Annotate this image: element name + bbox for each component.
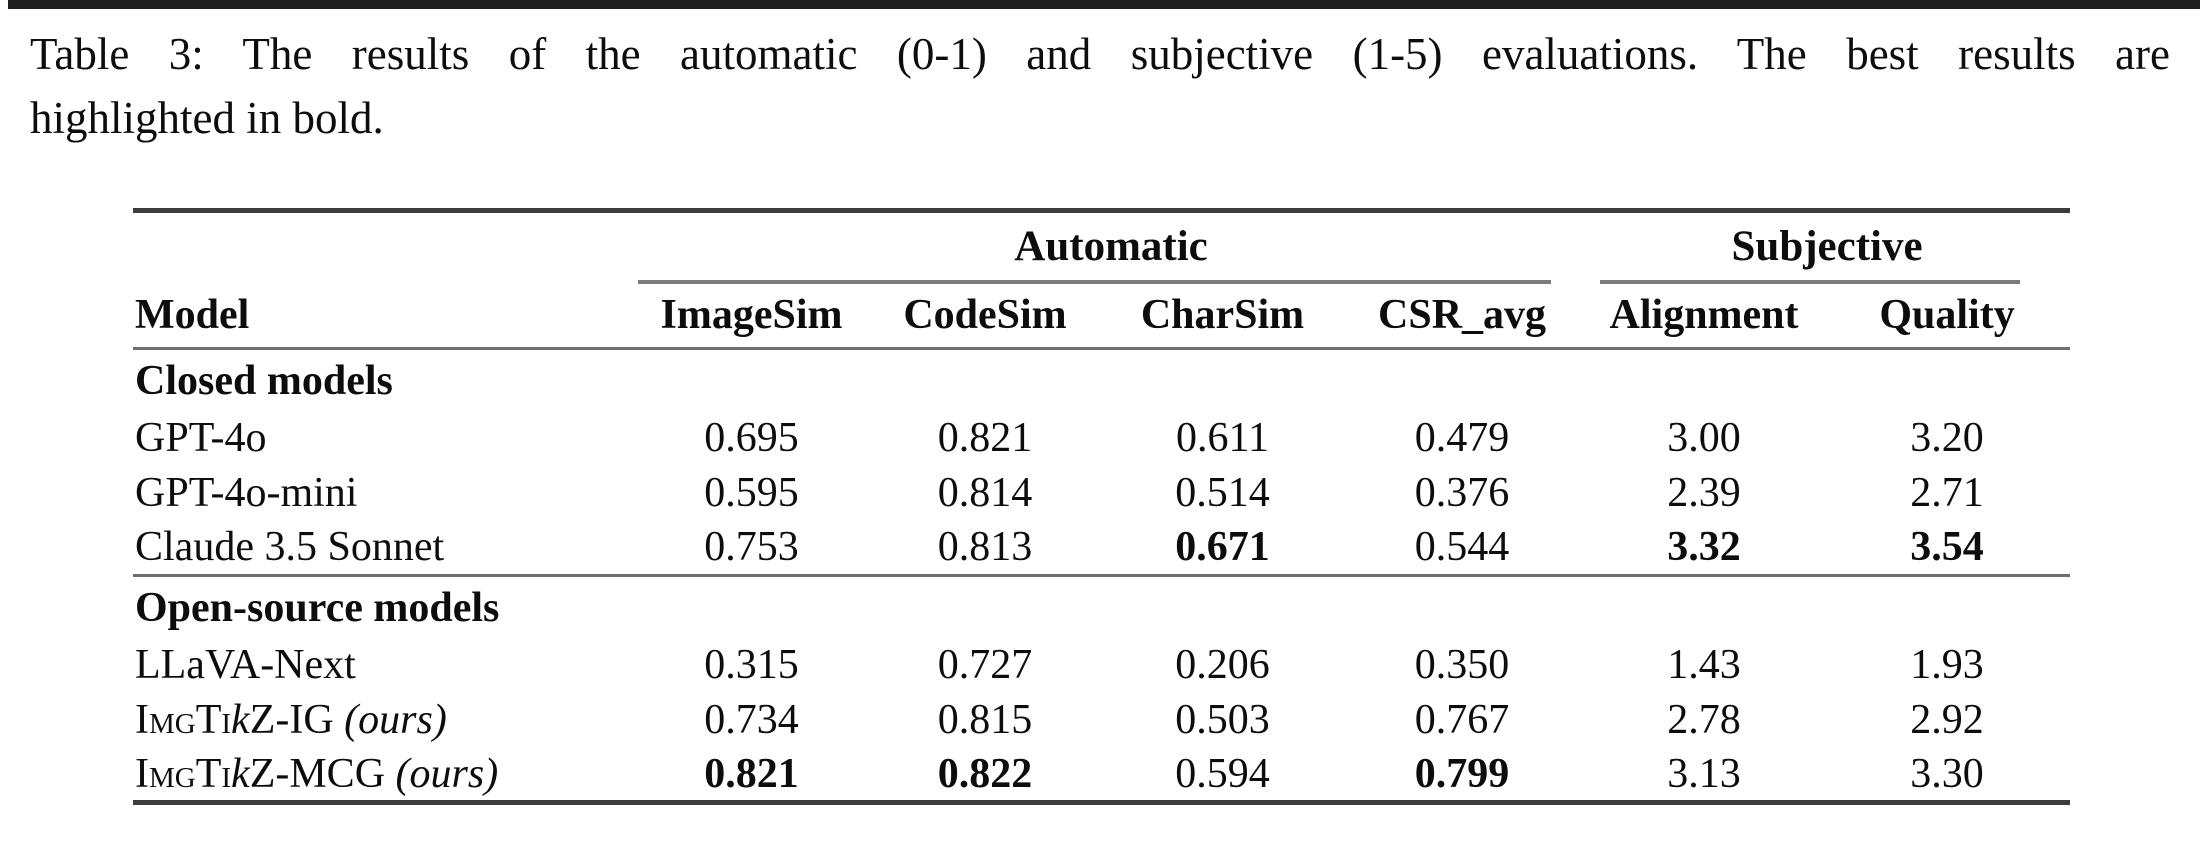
metric-value: 0.813 bbox=[937, 524, 1033, 571]
section-header-row: Open-source models bbox=[133, 574, 2071, 638]
metric-value: 0.815 bbox=[937, 697, 1033, 743]
metric-value: 2.92 bbox=[1910, 697, 1984, 743]
rule-line bbox=[1600, 279, 2021, 284]
metric-value: 0.315 bbox=[704, 642, 799, 688]
model-name-part: (ours) bbox=[333, 697, 447, 743]
table-row: GPT-4o 0.695 0.821 0.611 0.479 3.00 3.20 bbox=[133, 411, 2070, 466]
metric-value: 0.206 bbox=[1175, 642, 1270, 688]
metric-value: 0.611 bbox=[1176, 415, 1269, 461]
metric-value: 0.695 bbox=[704, 415, 799, 461]
automatic-underline bbox=[638, 273, 1584, 289]
table-row: LLaVA-Next 0.315 0.727 0.206 0.350 1.43 1.93 bbox=[133, 638, 2070, 693]
group-header-automatic: Automatic bbox=[1014, 222, 1208, 270]
group-header-spacer bbox=[133, 211, 638, 273]
metric-value: 0.822 bbox=[937, 750, 1033, 797]
metric-value: 3.20 bbox=[1910, 415, 1984, 461]
metric-value: 0.799 bbox=[1414, 750, 1510, 797]
caption-line-1: Table 3: The results of the automatic (0… bbox=[30, 29, 2170, 79]
metric-value: 0.814 bbox=[937, 470, 1033, 516]
metric-value: 3.13 bbox=[1667, 750, 1741, 797]
metric-value: 0.376 bbox=[1414, 470, 1510, 516]
rule-line bbox=[638, 279, 1552, 284]
column-header-csravg: CSR_avg bbox=[1340, 288, 1585, 350]
metric-value: 1.93 bbox=[1910, 642, 1984, 688]
metric-value: 0.479 bbox=[1414, 415, 1510, 461]
column-header-alignment: Alignment bbox=[1584, 288, 1825, 350]
metric-value: 0.767 bbox=[1414, 697, 1510, 743]
table-caption: Table 3: The results of the automatic (0… bbox=[30, 22, 2170, 150]
model-name: GPT-4o bbox=[133, 411, 638, 466]
metric-value: 0.350 bbox=[1414, 642, 1510, 688]
table-row: ImgTikZ-MCG (ours) 0.821 0.822 0.594 0.799 3.… bbox=[133, 748, 2070, 803]
metric-value: 0.594 bbox=[1175, 750, 1270, 797]
model-name: LLaVA-Next bbox=[133, 638, 638, 693]
caption-line-2: highlighted in bold. bbox=[30, 93, 384, 143]
metric-value: 0.514 bbox=[1175, 470, 1270, 516]
metric-value: 3.32 bbox=[1667, 524, 1741, 571]
metric-value: 3.54 bbox=[1910, 524, 1984, 571]
model-name-part: GPT-4o-mini bbox=[135, 470, 358, 516]
metric-value: 0.821 bbox=[704, 750, 799, 797]
group-underline-row bbox=[133, 273, 2070, 289]
model-name: GPT-4o-mini bbox=[133, 466, 638, 521]
model-name-part: k bbox=[231, 697, 250, 743]
model-name-part: GPT-4o bbox=[135, 415, 267, 461]
model-name-part: ImgTi bbox=[135, 697, 232, 743]
model-name-part: (ours) bbox=[385, 750, 499, 797]
page-top-border bbox=[8, 0, 2200, 9]
column-header-charsim: CharSim bbox=[1105, 288, 1340, 350]
column-header-quality: Quality bbox=[1824, 288, 2071, 350]
metric-value: 0.595 bbox=[704, 470, 799, 516]
metric-value: 2.71 bbox=[1910, 470, 1984, 516]
section-header-row: Closed models bbox=[133, 349, 2070, 411]
metric-value: 0.544 bbox=[1414, 524, 1510, 571]
table-row: GPT-4o-mini 0.595 0.814 0.514 0.376 2.39 2.71 bbox=[133, 466, 2070, 521]
group-header-row: Automatic Subjective bbox=[133, 211, 2070, 273]
group-header-subjective: Subjective bbox=[1731, 222, 1923, 270]
metric-value: 0.753 bbox=[704, 524, 799, 571]
table-row: Claude 3.5 Sonnet 0.753 0.813 0.671 0.544 3.3… bbox=[133, 521, 2070, 576]
model-name-part: Z-IG bbox=[249, 697, 334, 743]
subjective-underline bbox=[1584, 273, 2070, 289]
section-header: Closed models bbox=[135, 357, 393, 404]
results-table-wrap: Automatic Subjective Model ImageSim Code… bbox=[133, 208, 2071, 805]
metric-value: 2.39 bbox=[1667, 470, 1741, 516]
model-name: ImgTikZ-IG (ours) bbox=[133, 693, 638, 748]
metric-value: 0.734 bbox=[704, 697, 799, 743]
metric-value: 3.00 bbox=[1667, 415, 1741, 461]
metric-value: 1.43 bbox=[1667, 642, 1741, 688]
metric-value: 0.727 bbox=[937, 642, 1033, 688]
metric-value: 0.503 bbox=[1175, 697, 1270, 743]
model-name-part: Z-MCG bbox=[249, 750, 386, 797]
model-name: Claude 3.5 Sonnet bbox=[133, 521, 638, 576]
metric-value: 0.671 bbox=[1175, 524, 1270, 571]
model-name: ImgTikZ-MCG (ours) bbox=[133, 748, 638, 803]
metric-value: 0.821 bbox=[937, 415, 1033, 461]
model-name-part: k bbox=[231, 750, 250, 797]
column-header-codesim: CodeSim bbox=[865, 288, 1105, 350]
results-table: Automatic Subjective Model ImageSim Code… bbox=[133, 208, 2071, 805]
metric-value: 3.30 bbox=[1910, 750, 1984, 797]
model-name-part: LLaVA-Next bbox=[135, 642, 356, 688]
section-header: Open-source models bbox=[133, 574, 2071, 638]
column-header-model: Model bbox=[133, 288, 638, 350]
metric-value: 2.78 bbox=[1667, 697, 1741, 743]
model-name-part: Claude 3.5 Sonnet bbox=[135, 524, 445, 571]
table-row: ImgTikZ-IG (ours) 0.734 0.815 0.503 0.767 2.7… bbox=[133, 693, 2070, 748]
column-header-row: Model ImageSim CodeSim CharSim CSR_avg A… bbox=[133, 288, 2071, 350]
model-name-part: ImgTi bbox=[135, 750, 232, 797]
column-header-imagesim: ImageSim bbox=[638, 288, 865, 350]
